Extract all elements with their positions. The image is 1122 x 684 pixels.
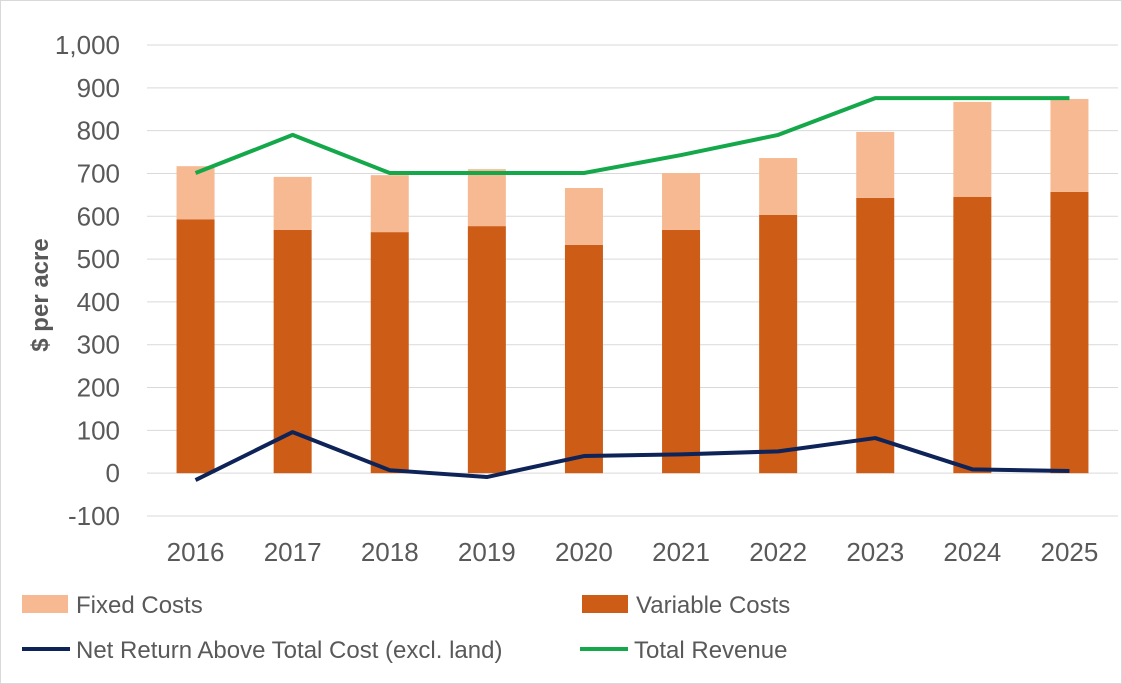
bar-variable-costs bbox=[856, 197, 895, 474]
legend: Fixed Costs Variable Costs Net Return Abov… bbox=[22, 592, 790, 664]
legend-swatch bbox=[582, 595, 628, 613]
bar-variable-costs bbox=[176, 219, 215, 474]
bar-variable-costs bbox=[1050, 191, 1089, 474]
x-tick-label: 2024 bbox=[943, 537, 1001, 567]
x-tick-label: 2025 bbox=[1041, 537, 1099, 567]
line-net-return-above-total-cost-excl-land- bbox=[194, 430, 1070, 482]
bar-fixed-costs bbox=[759, 158, 798, 215]
y-tick-label: 400 bbox=[77, 287, 120, 317]
legend-item: Variable Costs bbox=[582, 592, 790, 619]
x-tick-label: 2022 bbox=[749, 537, 807, 567]
bar-fixed-costs bbox=[370, 175, 409, 233]
x-tick-label: 2018 bbox=[361, 537, 419, 567]
y-tick-label: 600 bbox=[77, 201, 120, 231]
legend-label: Total Revenue bbox=[634, 637, 787, 664]
bar-fixed-costs bbox=[564, 188, 603, 245]
legend-swatch bbox=[22, 595, 68, 613]
y-tick-label: 200 bbox=[77, 373, 120, 403]
bar-variable-costs bbox=[370, 232, 409, 474]
y-tick-label: 800 bbox=[77, 116, 120, 146]
y-tick-label: 1,000 bbox=[55, 30, 120, 60]
x-tick-label: 2023 bbox=[846, 537, 904, 567]
x-tick-label: 2019 bbox=[458, 537, 516, 567]
y-tick-label: 500 bbox=[77, 244, 120, 274]
bar-variable-costs bbox=[564, 244, 603, 474]
bars bbox=[176, 98, 1089, 474]
x-tick-label: 2021 bbox=[652, 537, 710, 567]
y-tick-labels: -100 0 100 200 300 400 500 600 700 800 900 1,000 bbox=[55, 30, 120, 531]
legend-label: Net Return Above Total Cost (excl. land) bbox=[76, 637, 502, 664]
y-axis-label: $ per acre bbox=[27, 238, 54, 351]
x-tick-label: 2017 bbox=[264, 537, 322, 567]
bar-fixed-costs bbox=[273, 176, 312, 230]
lines bbox=[194, 96, 1070, 482]
bar-fixed-costs bbox=[1050, 98, 1089, 192]
line-total-revenue bbox=[194, 96, 1070, 176]
bar-fixed-costs bbox=[467, 169, 506, 227]
legend-item: Fixed Costs bbox=[22, 592, 203, 619]
y-tick-label: -100 bbox=[68, 501, 120, 531]
x-tick-labels: 2016 2017 2018 2019 2020 2021 2022 2023 2024 2025 bbox=[167, 537, 1099, 567]
bar-variable-costs bbox=[953, 197, 992, 474]
bar-variable-costs bbox=[467, 226, 506, 474]
bar-fixed-costs bbox=[953, 101, 992, 198]
x-tick-label: 2020 bbox=[555, 537, 613, 567]
bar-fixed-costs bbox=[856, 131, 895, 198]
y-tick-label: 100 bbox=[77, 415, 120, 445]
y-tick-label: 700 bbox=[77, 158, 120, 188]
bar-fixed-costs bbox=[176, 166, 215, 220]
legend-label: Fixed Costs bbox=[76, 592, 203, 619]
bar-variable-costs bbox=[759, 214, 798, 474]
legend-label: Variable Costs bbox=[636, 592, 790, 619]
legend-item: Total Revenue bbox=[580, 637, 787, 664]
bar-fixed-costs bbox=[662, 173, 701, 230]
y-tick-label: 900 bbox=[77, 73, 120, 103]
legend-item: Net Return Above Total Cost (excl. land) bbox=[22, 637, 502, 664]
y-tick-label: 300 bbox=[77, 330, 120, 360]
x-tick-label: 2016 bbox=[167, 537, 225, 567]
y-tick-label: 0 bbox=[106, 458, 120, 488]
bar-variable-costs bbox=[662, 229, 701, 474]
